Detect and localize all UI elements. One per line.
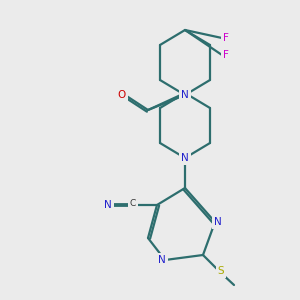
Text: N: N — [181, 90, 189, 100]
Text: N: N — [181, 153, 189, 163]
Text: F: F — [223, 33, 229, 43]
Text: N: N — [104, 200, 112, 210]
Text: F: F — [223, 50, 229, 60]
Text: S: S — [218, 266, 224, 276]
Text: C: C — [130, 200, 136, 208]
Text: N: N — [214, 217, 222, 227]
Text: N: N — [158, 255, 166, 265]
Text: O: O — [118, 90, 126, 100]
